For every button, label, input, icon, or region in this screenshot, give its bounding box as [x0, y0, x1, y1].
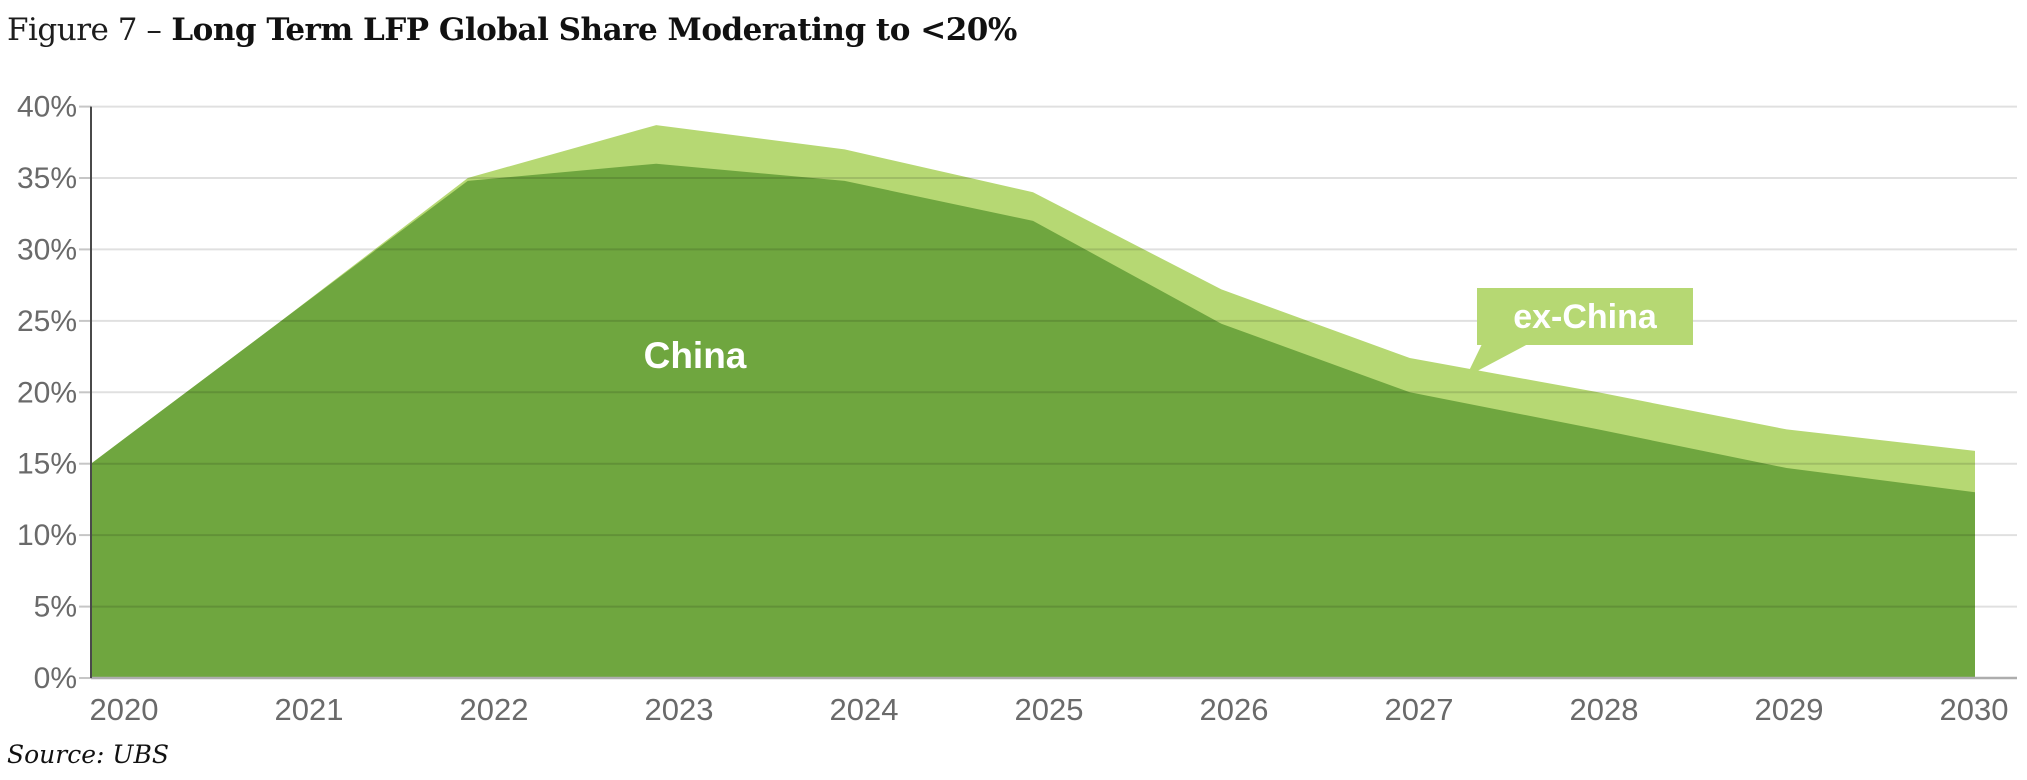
figure-title: Figure 7 – Long Term LFP Global Share Mod…: [0, 0, 2027, 58]
china-label: China: [644, 335, 747, 376]
y-axis-label: 20%: [17, 376, 77, 409]
ex-china-callout: [1477, 288, 1693, 345]
area-chart: 0% 5% 10% 15% 20% 25% 30% 35% 40% 2020 2021 2022 202…: [0, 58, 2027, 736]
x-axis-label: 2022: [460, 692, 529, 727]
x-axis-label: 2029: [1755, 692, 1824, 727]
x-axis-label: 2024: [830, 692, 899, 727]
x-axis-label: 2021: [275, 692, 344, 727]
x-axis-label: 2025: [1015, 692, 1084, 727]
figure-title-text: Long Term LFP Global Share Moderating to…: [171, 12, 1017, 48]
chart-canvas: 0% 5% 10% 15% 20% 25% 30% 35% 40% 2020 2021 2022 202…: [17, 91, 2017, 727]
y-axis-label: 30%: [17, 233, 77, 266]
y-axis-label: 40%: [17, 91, 77, 124]
y-axis-label: 35%: [17, 162, 77, 195]
y-axis-label: 5%: [34, 591, 77, 624]
ex-china-callout-tail: [1466, 344, 1528, 377]
figure-label: Figure 7 –: [7, 12, 162, 48]
y-axis-label: 15%: [17, 448, 77, 481]
y-axis-label: 10%: [17, 519, 77, 552]
china-area: [91, 163, 1975, 678]
x-axis-label: 2030: [1940, 692, 2009, 727]
x-axis-label: 2028: [1570, 692, 1639, 727]
source-note: Source: UBS: [7, 740, 169, 769]
x-axis-label: 2027: [1385, 692, 1454, 727]
x-axis-label: 2020: [90, 692, 159, 727]
y-axis-label: 0%: [34, 662, 77, 695]
ex-china-label: ex-China: [1513, 298, 1658, 336]
x-axis-label: 2026: [1200, 692, 1269, 727]
x-axis-label: 2023: [645, 692, 714, 727]
y-axis-label: 25%: [17, 305, 77, 338]
